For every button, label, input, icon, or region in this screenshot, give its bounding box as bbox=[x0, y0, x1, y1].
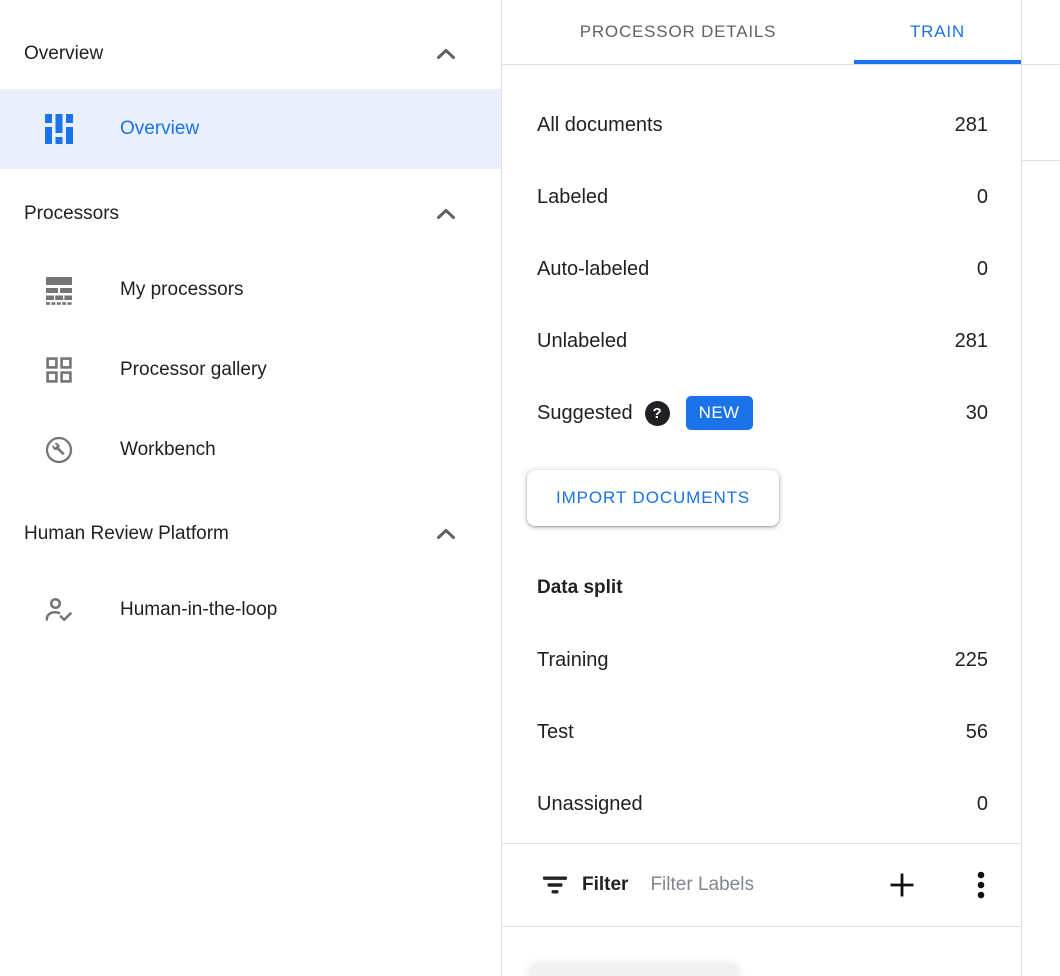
underlying-header-row-edge bbox=[1022, 0, 1060, 65]
sidebar-item-my-processors[interactable]: My processors bbox=[0, 250, 501, 330]
stat-label: Labeled bbox=[537, 185, 609, 208]
split-value: 56 bbox=[965, 720, 988, 743]
train-panel: PROCESSOR DETAILS TRAIN All documents 28… bbox=[502, 0, 1022, 976]
processor-gallery-icon bbox=[44, 354, 74, 386]
data-split-title: Data split bbox=[537, 577, 623, 598]
tab-train[interactable]: TRAIN bbox=[854, 0, 1021, 64]
help-icon[interactable]: ? bbox=[644, 400, 670, 426]
section-label: Overview bbox=[24, 43, 104, 64]
tab-processor-details[interactable]: PROCESSOR DETAILS bbox=[579, 22, 777, 41]
chevron-up-icon[interactable] bbox=[436, 48, 456, 60]
split-row-training[interactable]: Training 225 bbox=[502, 624, 1021, 696]
sidebar-item-processor-gallery[interactable]: Processor gallery bbox=[0, 330, 501, 410]
stat-row-unlabeled[interactable]: Unlabeled 281 bbox=[502, 305, 1021, 377]
stat-row-labeled[interactable]: Labeled 0 bbox=[502, 161, 1021, 233]
sidebar-item-label: Human-in-the-loop bbox=[120, 599, 278, 620]
stat-value: 0 bbox=[976, 257, 988, 280]
underlying-table-row-edge bbox=[1022, 65, 1060, 161]
stat-row-suggested[interactable]: Suggested ? NEW 30 bbox=[502, 377, 1021, 449]
split-value: 0 bbox=[976, 792, 988, 815]
split-value: 225 bbox=[954, 648, 988, 671]
sidebar: Overview Overview Processors bbox=[0, 0, 502, 976]
underlying-table-edge bbox=[1022, 0, 1060, 976]
split-label: Unassigned bbox=[537, 792, 643, 815]
stat-label: Suggested bbox=[537, 401, 633, 424]
stat-value: 0 bbox=[976, 185, 988, 208]
sidebar-section-overview[interactable]: Overview bbox=[0, 27, 501, 81]
sidebar-item-label: Overview bbox=[120, 118, 200, 139]
sidebar-section-human-review-platform[interactable]: Human Review Platform bbox=[0, 507, 501, 561]
plus-icon bbox=[890, 873, 914, 897]
overview-icon bbox=[44, 113, 74, 145]
stat-value: 30 bbox=[965, 401, 988, 424]
filter-bar: Filter bbox=[502, 843, 1021, 927]
section-label: Processors bbox=[24, 203, 120, 224]
more-options-button[interactable] bbox=[974, 869, 988, 901]
human-in-the-loop-icon bbox=[44, 594, 74, 626]
sidebar-item-human-in-the-loop[interactable]: Human-in-the-loop bbox=[0, 570, 501, 650]
filter-labels-input[interactable] bbox=[650, 874, 851, 896]
new-badge: NEW bbox=[685, 396, 753, 430]
stat-row-auto-labeled[interactable]: Auto-labeled 0 bbox=[502, 233, 1021, 305]
filter-label: Filter bbox=[582, 874, 629, 895]
split-row-unassigned[interactable]: Unassigned 0 bbox=[502, 768, 1021, 840]
sidebar-item-label: My processors bbox=[120, 279, 244, 300]
stat-value: 281 bbox=[954, 329, 988, 352]
sidebar-section-processors[interactable]: Processors bbox=[0, 187, 501, 241]
stat-label: Unlabeled bbox=[537, 329, 628, 352]
bottom-card-peek bbox=[529, 964, 739, 976]
stat-label: All documents bbox=[537, 113, 663, 136]
chevron-up-icon[interactable] bbox=[436, 528, 456, 540]
more-vert-icon bbox=[977, 871, 985, 899]
stat-label: Auto-labeled bbox=[537, 257, 650, 280]
data-split-list: Training 225 Test 56 Unassigned 0 bbox=[502, 624, 1021, 840]
split-label: Test bbox=[537, 720, 574, 743]
import-documents-button[interactable]: IMPORT DOCUMENTS bbox=[527, 470, 780, 526]
workbench-icon bbox=[44, 434, 74, 466]
sidebar-item-label: Workbench bbox=[120, 439, 216, 460]
document-stats-list: All documents 281 Labeled 0 Auto-labeled… bbox=[502, 65, 1021, 449]
section-label: Human Review Platform bbox=[24, 523, 229, 544]
stat-row-all-documents[interactable]: All documents 281 bbox=[502, 89, 1021, 161]
stat-value: 281 bbox=[954, 113, 988, 136]
filter-icon bbox=[542, 876, 568, 894]
add-label-button[interactable] bbox=[886, 869, 918, 901]
sidebar-item-label: Processor gallery bbox=[120, 359, 267, 380]
sidebar-item-workbench[interactable]: Workbench bbox=[0, 410, 501, 490]
split-label: Training bbox=[537, 648, 609, 671]
chevron-up-icon[interactable] bbox=[436, 208, 456, 220]
my-processors-icon bbox=[44, 274, 74, 306]
split-row-test[interactable]: Test 56 bbox=[502, 696, 1021, 768]
tab-bar: PROCESSOR DETAILS TRAIN bbox=[502, 0, 1021, 65]
sidebar-item-overview[interactable]: Overview bbox=[0, 89, 501, 169]
